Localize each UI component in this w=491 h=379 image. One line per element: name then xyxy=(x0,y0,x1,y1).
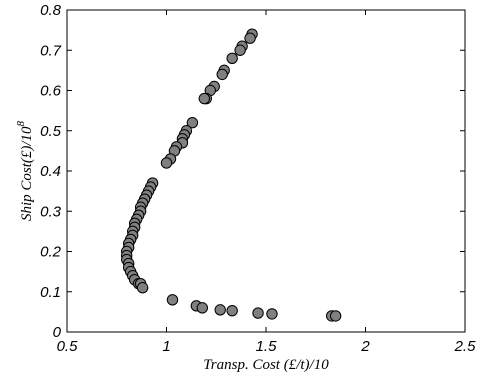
x-tick-label: 1.5 xyxy=(256,338,278,355)
y-tick-label: 0.5 xyxy=(40,123,62,140)
y-tick-label: 0.3 xyxy=(40,203,62,220)
x-tick-label: 0.5 xyxy=(57,338,79,355)
data-point xyxy=(186,117,199,129)
y-tick-label: 0.2 xyxy=(40,244,62,261)
data-point xyxy=(234,44,246,56)
plot-area xyxy=(66,9,466,333)
data-point xyxy=(216,68,228,81)
x-tick-label: 2.5 xyxy=(454,338,477,355)
data-point xyxy=(196,302,209,314)
x-tick-label: 2 xyxy=(360,338,370,355)
y-axis-label-exponent: 8 xyxy=(15,120,27,126)
data-points xyxy=(121,28,342,322)
data-point xyxy=(252,307,264,319)
y-tick-label: 0 xyxy=(53,324,62,341)
data-point xyxy=(226,304,238,317)
axis-ticks: 0.5 1 1.5 2 2.5 0 0.1 0.2 0.3 0.4 0.5 0.6 0.7 0.8 xyxy=(40,2,476,355)
data-point xyxy=(214,304,226,316)
y-axis-label: Ship Cost(£)/108 xyxy=(15,120,35,221)
svg-text:Ship Cost(£)/108: Ship Cost(£)/108 xyxy=(15,120,35,221)
y-tick-label: 0.7 xyxy=(40,42,62,59)
data-point xyxy=(226,52,238,64)
data-point xyxy=(136,282,149,294)
x-tick-label: 1 xyxy=(162,338,170,355)
y-tick-label: 0.8 xyxy=(40,2,62,19)
data-point xyxy=(166,294,179,306)
data-point xyxy=(160,157,173,169)
y-tick-label: 0.1 xyxy=(40,284,61,301)
data-point xyxy=(244,32,256,44)
y-axis-label-main: Ship Cost(£)/10 xyxy=(19,126,35,221)
data-point xyxy=(329,310,342,322)
data-point xyxy=(266,308,278,320)
x-axis-label: Transp. Cost (£/t)/10 xyxy=(203,357,329,373)
data-point xyxy=(198,92,211,105)
y-tick-label: 0.4 xyxy=(40,163,61,180)
y-tick-label: 0.6 xyxy=(40,83,62,100)
